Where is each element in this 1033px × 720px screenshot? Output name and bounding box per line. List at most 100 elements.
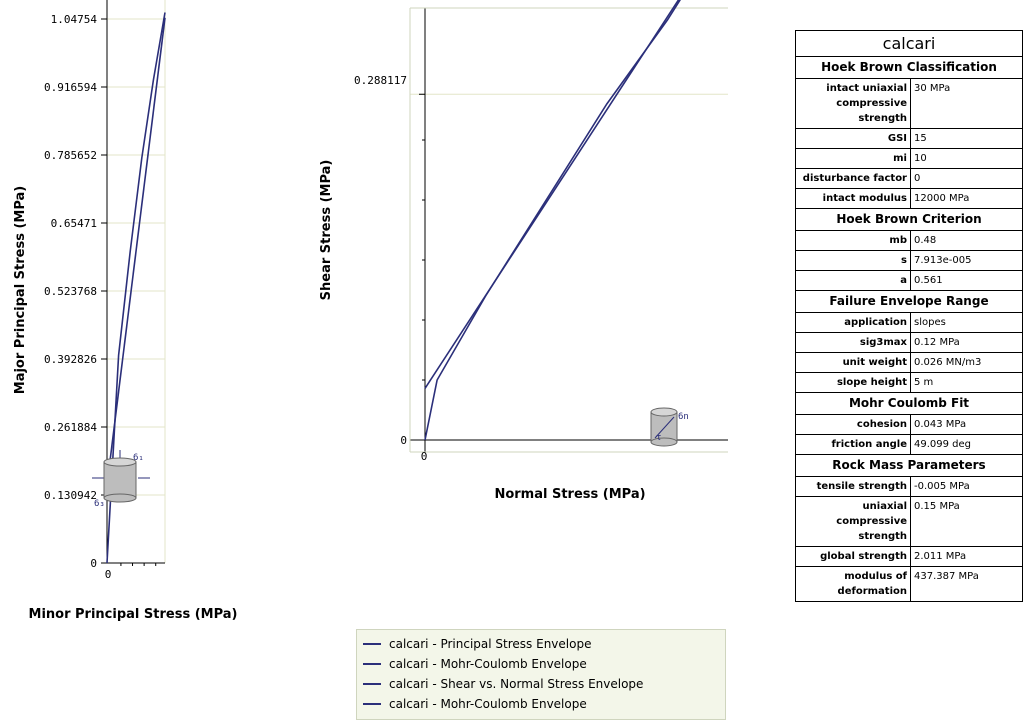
property-row: unit weight 0.026 MN/m3 [795, 352, 1023, 373]
left-y-tick-label: 0.392826 [44, 353, 97, 366]
tau-label: τ [656, 433, 661, 443]
left-y-tick-label: 0.261884 [44, 421, 97, 434]
property-key: s [795, 250, 911, 271]
shear-normal-chart: 0 0.288117 0 6n τ Shear Stress (MPa) Nor… [319, 0, 728, 502]
principal-stress-icon: 6₁ 6₃ [92, 450, 150, 509]
legend-item: calcari - Mohr-Coulomb Envelope [363, 654, 719, 674]
left-y-tick-label: 0.916594 [44, 81, 97, 94]
property-row: uniaxial compressive strength 0.15 MPa [795, 496, 1023, 547]
property-key: application [795, 312, 911, 333]
left-x-axis-title: Minor Principal Stress (MPa) [29, 607, 238, 622]
property-value: 5 m [910, 372, 1023, 393]
property-key: modulus of deformation [795, 566, 911, 602]
right-y-axis-title: Shear Stress (MPa) [319, 160, 334, 301]
left-y-tick-label: 1.04754 [51, 13, 98, 26]
property-row: slope height 5 m [795, 372, 1023, 393]
property-key: sig3max [795, 332, 911, 353]
property-row: mi 10 [795, 148, 1023, 169]
property-key: global strength [795, 546, 911, 567]
shear-stress-icon: 6n τ [650, 407, 689, 447]
property-value: 0.15 MPa [910, 496, 1023, 547]
left-chart-series [106, 12, 166, 564]
property-value: 0.48 [910, 230, 1023, 251]
legend-swatch [363, 703, 381, 705]
property-key: disturbance factor [795, 168, 911, 189]
property-key: cohesion [795, 414, 911, 435]
property-value: 437.387 MPa [910, 566, 1023, 602]
legend-item: calcari - Principal Stress Envelope [363, 634, 719, 654]
left-series-line [106, 17, 166, 486]
property-value: 10 [910, 148, 1023, 169]
property-row: disturbance factor 0 [795, 168, 1023, 189]
property-row: GSI 15 [795, 128, 1023, 149]
property-key: a [795, 270, 911, 291]
property-value: 49.099 deg [910, 434, 1023, 455]
legend-swatch [363, 683, 381, 685]
left-chart-grid [101, 0, 166, 566]
section-header: Hoek Brown Criterion [795, 208, 1023, 231]
property-row: friction angle 49.099 deg [795, 434, 1023, 455]
sigma1-label: 6₁ [133, 453, 144, 463]
left-y-tick-label: 0.130942 [44, 489, 97, 502]
legend-label: calcari - Principal Stress Envelope [389, 637, 592, 651]
right-x-tick-0: 0 [421, 450, 428, 463]
right-series-line [424, 0, 680, 389]
property-value: 30 MPa [910, 78, 1023, 129]
property-value: 12000 MPa [910, 188, 1023, 209]
property-row: sig3max 0.12 MPa [795, 332, 1023, 353]
right-chart-series [424, 0, 681, 441]
right-series-line [424, 0, 681, 441]
property-value: 0.026 MN/m3 [910, 352, 1023, 373]
chart-legend: calcari - Principal Stress Envelope calca… [356, 629, 726, 720]
left-series-line [106, 12, 166, 564]
property-value: -0.005 MPa [910, 476, 1023, 497]
legend-label: calcari - Mohr-Coulomb Envelope [389, 697, 587, 711]
property-key: GSI [795, 128, 911, 149]
property-row: modulus of deformation 437.387 MPa [795, 566, 1023, 602]
legend-item: calcari - Shear vs. Normal Stress Envelo… [363, 674, 719, 694]
property-key: tensile strength [795, 476, 911, 497]
left-y-tick-label: 0.523768 [44, 285, 97, 298]
property-row: mb 0.48 [795, 230, 1023, 251]
property-row: application slopes [795, 312, 1023, 333]
section-header: Rock Mass Parameters [795, 454, 1023, 477]
section-header: Failure Envelope Range [795, 290, 1023, 313]
material-properties-table: calcari Hoek Brown Classification intact u… [795, 30, 1023, 602]
sigma3-label: 6₃ [94, 499, 105, 509]
legend-label: calcari - Mohr-Coulomb Envelope [389, 657, 587, 671]
property-key: mb [795, 230, 911, 251]
property-row: global strength 2.011 MPa [795, 546, 1023, 567]
property-value: 0.12 MPa [910, 332, 1023, 353]
property-key: friction angle [795, 434, 911, 455]
right-y-tick-1: 0.288117 [354, 74, 407, 87]
legend-item: calcari - Mohr-Coulomb Envelope [363, 694, 719, 714]
property-key: slope height [795, 372, 911, 393]
property-row: cohesion 0.043 MPa [795, 414, 1023, 435]
left-y-tick-label: 0.65471 [51, 217, 97, 230]
right-y-tick-0: 0 [400, 434, 407, 447]
property-key: unit weight [795, 352, 911, 373]
property-row: intact modulus 12000 MPa [795, 188, 1023, 209]
right-x-axis-title: Normal Stress (MPa) [494, 487, 645, 502]
legend-swatch [363, 663, 381, 665]
left-x-tick-0: 0 [105, 568, 112, 581]
principal-stress-chart: 0 0.130942 0.261884 0.392826 0.523768 0.65471… [13, 0, 238, 622]
property-key: mi [795, 148, 911, 169]
property-value: 0.043 MPa [910, 414, 1023, 435]
sigma-n-label: 6n [678, 412, 689, 422]
left-y-axis-title: Major Principal Stress (MPa) [13, 186, 28, 394]
property-row: intact uniaxial compressive strength 30 M… [795, 78, 1023, 129]
section-header: Mohr Coulomb Fit [795, 392, 1023, 415]
material-name: calcari [795, 30, 1023, 57]
legend-swatch [363, 643, 381, 645]
property-value: 0.561 [910, 270, 1023, 291]
property-key: intact uniaxial compressive strength [795, 78, 911, 129]
property-value: slopes [910, 312, 1023, 333]
legend-label: calcari - Shear vs. Normal Stress Envelo… [389, 677, 644, 691]
property-value: 2.011 MPa [910, 546, 1023, 567]
left-chart-y-ticks: 0 0.130942 0.261884 0.392826 0.523768 0.65471… [44, 13, 97, 570]
property-value: 0 [910, 168, 1023, 189]
property-row: tensile strength -0.005 MPa [795, 476, 1023, 497]
property-value: 7.913e-005 [910, 250, 1023, 271]
property-row: s 7.913e-005 [795, 250, 1023, 271]
